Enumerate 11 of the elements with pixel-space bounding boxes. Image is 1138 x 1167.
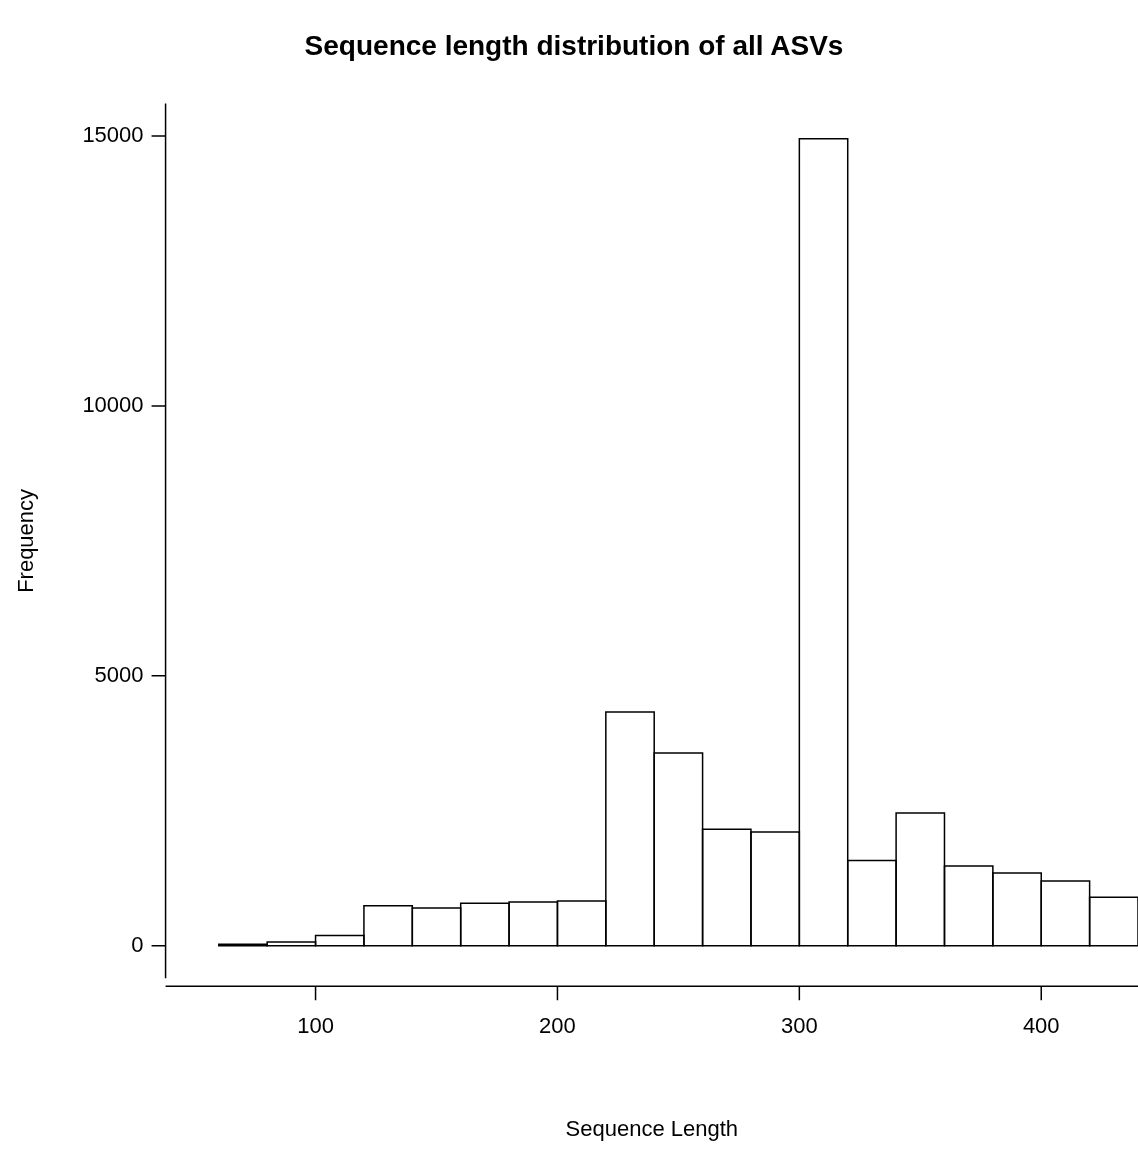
x-axis-title: Sequence Length <box>565 1115 739 1141</box>
y-tick-label: 10000 <box>82 391 144 417</box>
x-tick-label: 400 <box>1022 1013 1060 1039</box>
x-tick-label: 200 <box>539 1013 576 1039</box>
y-axis-title: Frequency <box>13 488 39 593</box>
y-tick-label: 5000 <box>94 661 144 687</box>
y-tick-label: 0 <box>131 931 144 957</box>
x-tick-label: 300 <box>780 1013 818 1039</box>
x-tick-label: 100 <box>297 1013 334 1039</box>
y-tick-label: 15000 <box>82 122 144 148</box>
chart-title: Sequence length distribution of all ASVs <box>304 29 844 61</box>
